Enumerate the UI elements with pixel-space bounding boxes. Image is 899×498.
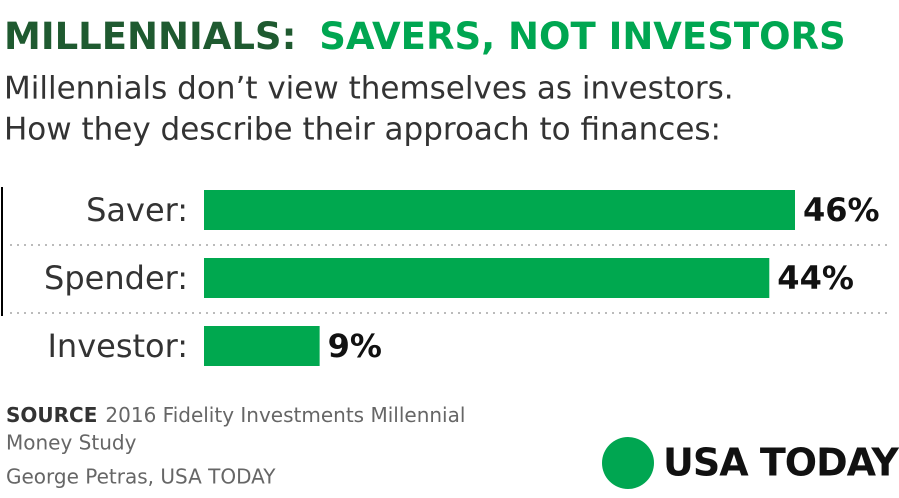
value-label: 9% xyxy=(328,327,382,365)
title-part: MILLENNIALS: xyxy=(4,15,296,58)
source-text: Money Study xyxy=(6,431,137,455)
source-label: SOURCE xyxy=(6,403,97,427)
title-highlight: SAVERS, NOT INVESTORS xyxy=(319,15,845,58)
category-label: Investor: xyxy=(47,327,188,365)
chart-title: MILLENNIALS: SAVERS, NOT INVESTORS xyxy=(4,15,846,58)
source: SOURCE 2016 Fidelity Investments Millenni… xyxy=(6,403,465,427)
subtitle: How they describe their approach to fina… xyxy=(4,112,721,148)
logo-circle xyxy=(602,437,654,489)
category-label: Saver: xyxy=(86,191,188,229)
bar xyxy=(204,190,795,230)
bar xyxy=(204,258,770,298)
value-label: 44% xyxy=(777,259,854,297)
value-label: 46% xyxy=(803,191,880,229)
category-label: Spender: xyxy=(44,259,188,297)
credit: George Petras, USA TODAY xyxy=(6,465,276,489)
bar xyxy=(204,326,320,366)
logo: USA TODAY xyxy=(663,441,899,485)
subtitle: Millennials don’t view themselves as inv… xyxy=(4,71,734,107)
source-text: 2016 Fidelity Investments Millennial xyxy=(105,403,465,427)
